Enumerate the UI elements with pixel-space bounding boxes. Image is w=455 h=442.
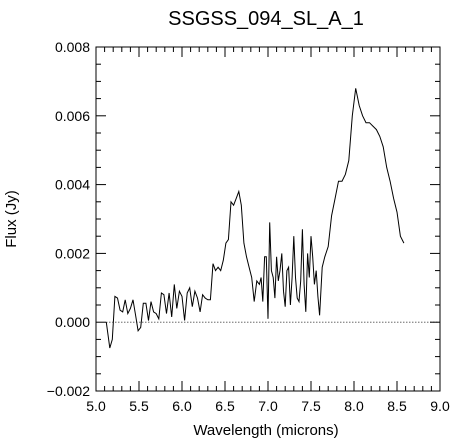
flux-series-line <box>105 88 405 349</box>
x-tick-label: 6.5 <box>215 398 235 414</box>
x-tick-labels: 5.0 5.5 6.0 6.5 7.0 7.5 8.0 8.5 9.0 <box>86 398 450 414</box>
x-tick-label: 9.0 <box>430 398 450 414</box>
x-tick-label: 7.5 <box>301 398 321 414</box>
y-tick-labels: −0.002 0.000 0.002 0.004 0.006 0.008 <box>47 39 90 399</box>
axis-ticks <box>95 46 441 392</box>
y-tick-label: 0.002 <box>55 245 90 261</box>
y-tick-label: 0.006 <box>55 108 90 124</box>
y-tick-label: 0.004 <box>55 177 90 193</box>
x-tick-label: 7.0 <box>258 398 278 414</box>
x-tick-label: 5.5 <box>129 398 149 414</box>
y-tick-label: 0.000 <box>55 314 90 330</box>
y-tick-label: −0.002 <box>47 383 90 399</box>
x-tick-label: 5.0 <box>86 398 106 414</box>
plot-frame <box>95 46 441 392</box>
x-axis-title: Wavelength (microns) <box>193 422 338 439</box>
x-tick-label: 8.5 <box>387 398 407 414</box>
x-tick-label: 8.0 <box>344 398 364 414</box>
y-axis-title: Flux (Jy) <box>3 190 20 248</box>
y-tick-label: 0.008 <box>55 39 90 55</box>
chart-title: SSGSS_094_SL_A_1 <box>168 8 364 30</box>
x-tick-label: 6.0 <box>172 398 192 414</box>
